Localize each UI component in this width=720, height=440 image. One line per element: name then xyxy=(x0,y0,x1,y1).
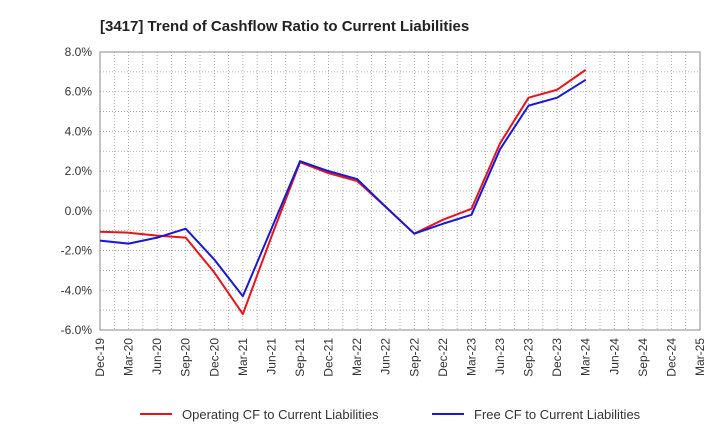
y-tick-label: 2.0% xyxy=(65,164,93,178)
chart-title: [3417] Trend of Cashflow Ratio to Curren… xyxy=(100,18,469,35)
x-tick-label: Sep-21 xyxy=(293,338,307,377)
y-axis: -6.0% -4.0% -2.0% 0.0% 2.0% 4.0% 6.0% 8.0% xyxy=(61,45,93,337)
series-line-operating xyxy=(99,69,587,316)
x-tick-label: Jun-21 xyxy=(264,338,278,375)
x-tick-label: Dec-21 xyxy=(322,338,336,377)
x-tick-label: Dec-23 xyxy=(550,338,564,377)
x-tick-label: Sep-24 xyxy=(636,338,650,377)
x-tick-label: Jun-23 xyxy=(493,338,507,375)
x-tick-label: Sep-23 xyxy=(522,338,536,377)
x-tick-label: Jun-24 xyxy=(607,338,621,375)
x-tick-label: Mar-24 xyxy=(579,338,593,376)
legend: Operating CF to Current Liabilities Free… xyxy=(140,407,641,422)
x-tick-label: Dec-24 xyxy=(664,338,678,377)
y-tick-label: -4.0% xyxy=(61,283,93,297)
series-line-free xyxy=(99,78,587,298)
x-tick-label: Dec-19 xyxy=(93,338,107,377)
y-tick-label: 6.0% xyxy=(65,85,93,99)
x-tick-label: Sep-22 xyxy=(407,338,421,377)
x-tick-label: Sep-20 xyxy=(179,338,193,377)
x-axis: Dec-19 Mar-20 Jun-20 Sep-20 Dec-20 Mar-21 Jun-… xyxy=(93,338,707,377)
x-tick-label: Mar-25 xyxy=(693,338,707,376)
x-tick-label: Mar-20 xyxy=(122,338,136,376)
grid xyxy=(99,51,701,331)
x-tick-label: Jun-20 xyxy=(150,338,164,375)
x-tick-label: Mar-22 xyxy=(350,338,364,376)
y-tick-label: 4.0% xyxy=(65,124,93,138)
y-tick-label: 0.0% xyxy=(65,204,93,218)
x-tick-label: Dec-20 xyxy=(207,338,221,377)
legend-label-free: Free CF to Current Liabilities xyxy=(474,407,641,422)
series-lines xyxy=(99,69,587,316)
x-tick-label: Dec-22 xyxy=(436,338,450,377)
x-tick-label: Jun-22 xyxy=(379,338,393,375)
legend-label-operating: Operating CF to Current Liabilities xyxy=(182,407,379,422)
y-tick-label: -6.0% xyxy=(61,323,93,337)
x-tick-label: Mar-21 xyxy=(236,338,250,376)
y-tick-label: 8.0% xyxy=(65,45,93,59)
plot-frame xyxy=(99,51,701,331)
y-tick-label: -2.0% xyxy=(61,244,93,258)
x-tick-label: Mar-23 xyxy=(464,338,478,376)
